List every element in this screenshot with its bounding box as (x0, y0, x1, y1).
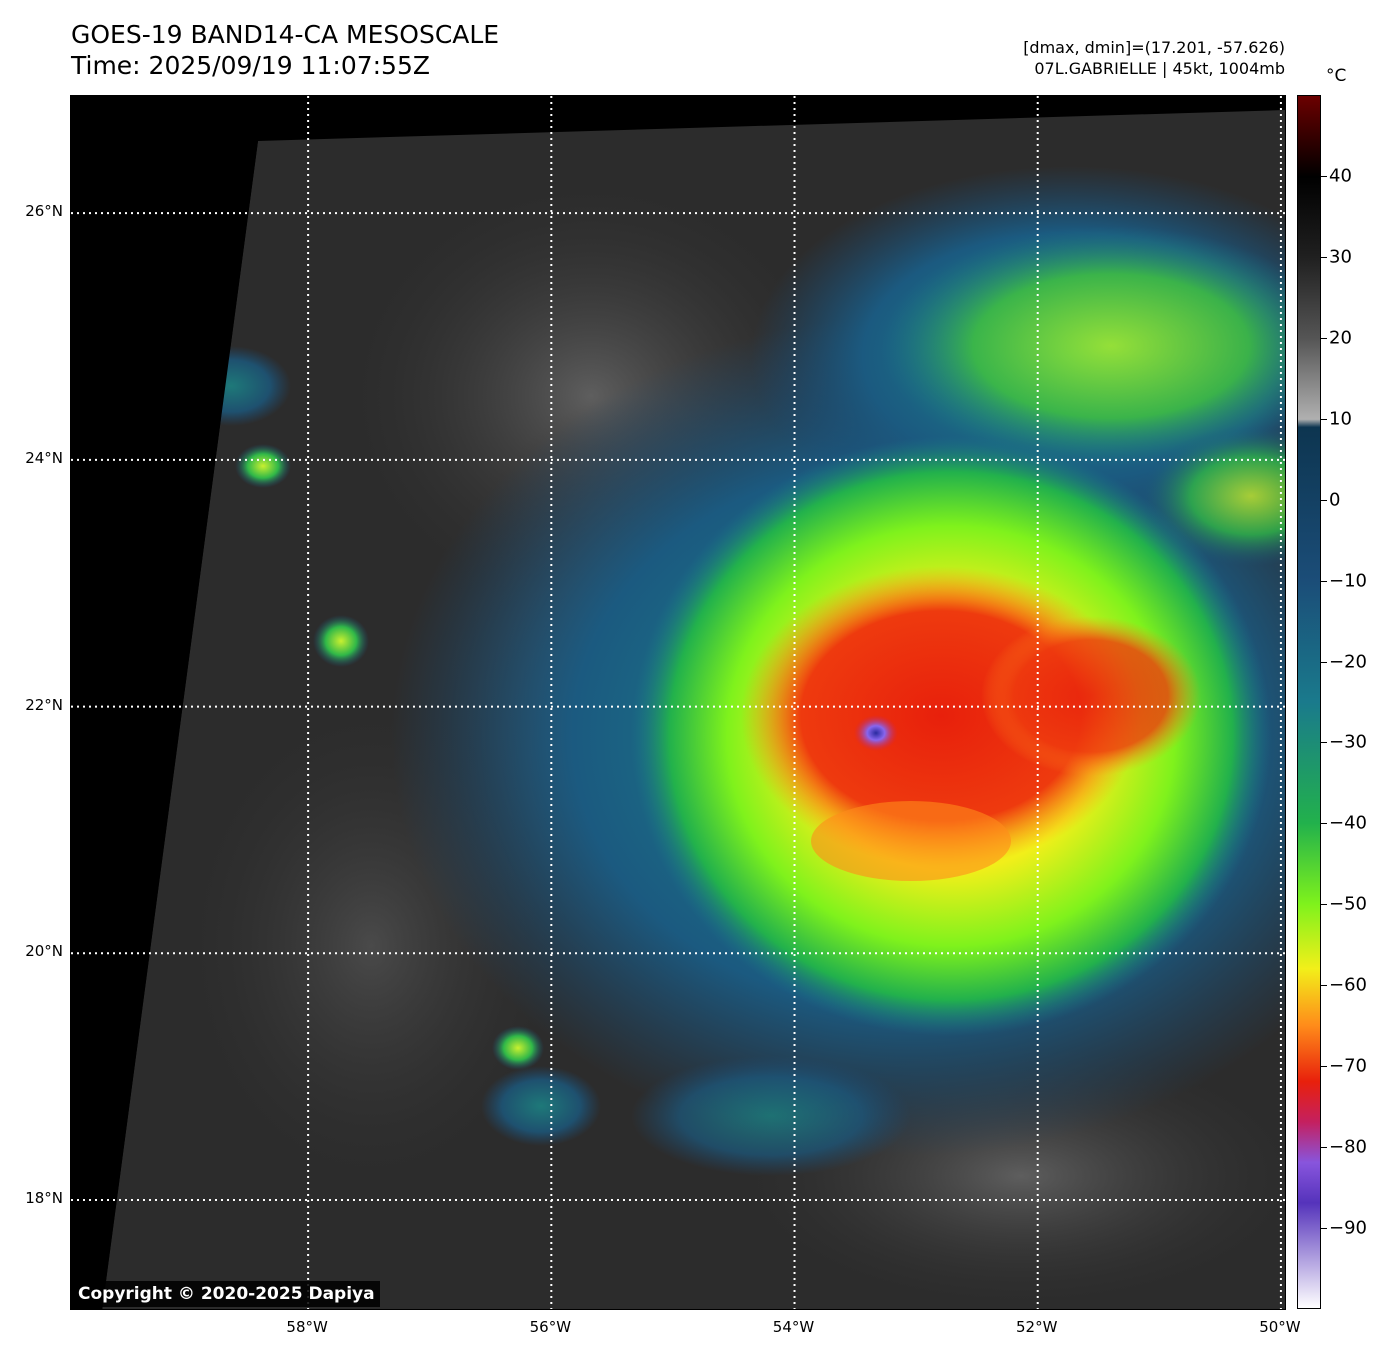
colorbar-tick (1321, 418, 1327, 420)
colorbar-tick (1321, 256, 1327, 258)
graticule (71, 96, 1285, 1309)
lon-tick-label: 50°W (1259, 1318, 1301, 1336)
colorbar-tick (1321, 1228, 1327, 1230)
colorbar-tick (1321, 661, 1327, 663)
colorbar-tick-label: 40 (1329, 165, 1352, 187)
colorbar-tick (1321, 175, 1327, 177)
colorbar-tick-label: −90 (1329, 1217, 1367, 1239)
colorbar-tick-label: −20 (1329, 651, 1367, 673)
colorbar-tick-label: −40 (1329, 812, 1367, 834)
lon-tick-label: 56°W (529, 1318, 572, 1336)
lon-tick-label: 52°W (1016, 1318, 1058, 1336)
colorbar-tick-label: 0 (1329, 489, 1341, 511)
colorbar-tick (1321, 580, 1327, 582)
colorbar-tick-label: 20 (1329, 327, 1352, 349)
temperature-colorbar (1297, 95, 1321, 1309)
colorbar-tick-label: −60 (1329, 974, 1367, 996)
lon-tick-label: 58°W (286, 1318, 328, 1336)
colorbar-tick-label: −50 (1329, 893, 1367, 915)
lat-tick-label: 20°N (25, 942, 63, 961)
colorbar-tick (1321, 1147, 1327, 1149)
colorbar-tick-label: 30 (1329, 246, 1352, 268)
chart-time: Time: 2025/09/19 11:07:55Z (71, 51, 430, 80)
colorbar-tick-label: −10 (1329, 570, 1367, 592)
colorbar-tick (1321, 985, 1327, 987)
satellite-map (70, 95, 1286, 1310)
lat-tick-label: 18°N (25, 1188, 63, 1207)
colorbar-tick-label: 10 (1329, 408, 1352, 430)
colorbar-unit: °C (1326, 66, 1347, 86)
colorbar-tick (1321, 499, 1327, 501)
colorbar-tick (1321, 904, 1327, 906)
colorbar-tick (1321, 337, 1327, 339)
chart-title: GOES-19 BAND14-CA MESOSCALE (71, 20, 500, 49)
lat-tick-label: 26°N (25, 202, 63, 221)
storm-info-text: 07L.GABRIELLE | 45kt, 1004mb (1034, 59, 1285, 78)
colorbar-tick-label: −80 (1329, 1136, 1367, 1158)
lat-tick-label: 24°N (25, 448, 63, 467)
colorbar-tick-label: −70 (1329, 1055, 1367, 1077)
colorbar-tick (1321, 742, 1327, 744)
copyright-notice: Copyright © 2020-2025 Dapiya (73, 1281, 380, 1307)
colorbar-tick-label: −30 (1329, 731, 1367, 753)
satellite-image (71, 96, 1285, 1309)
colorbar-tick (1321, 1066, 1327, 1068)
colorbar-tick (1321, 823, 1327, 825)
data-range-text: [dmax, dmin]=(17.201, -57.626) (1023, 38, 1285, 57)
lat-tick-label: 22°N (25, 695, 63, 714)
lon-tick-label: 54°W (772, 1318, 815, 1336)
